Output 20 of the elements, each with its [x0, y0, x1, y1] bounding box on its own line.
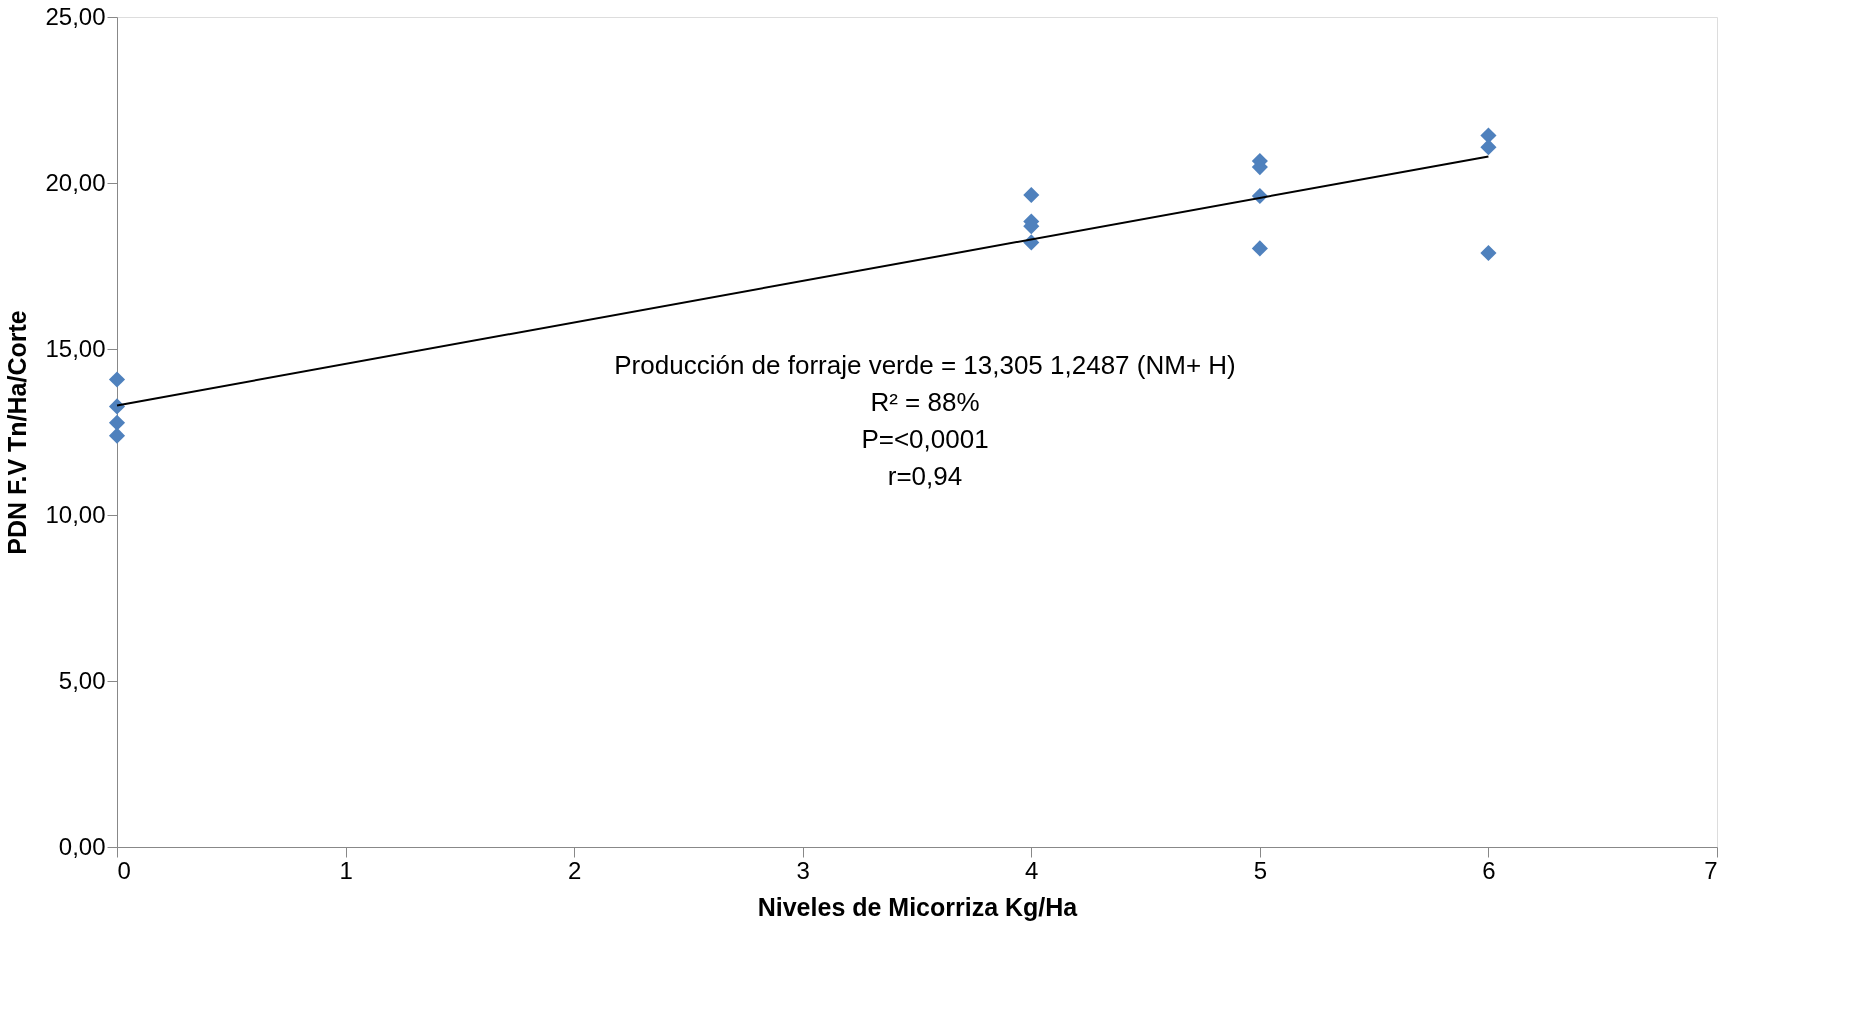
y-tick-label: 25,00	[45, 2, 106, 30]
annotation: R² = 88%	[870, 386, 980, 417]
y-axis-title: PDN F.V Tn/Ha/Corte	[3, 310, 32, 555]
annotation: Producción de forraje verde = 13,305 1,2487 (NM+ H)	[614, 349, 1236, 380]
x-tick-label: 7	[1704, 856, 1718, 884]
x-axis-title: Niveles de Micorriza Kg/Ha	[757, 892, 1079, 921]
y-tick-label: 15,00	[45, 334, 106, 362]
x-tick-label: 6	[1482, 856, 1496, 884]
y-tick-label: 5,00	[58, 666, 106, 694]
x-tick-label: 1	[339, 856, 353, 884]
y-tick-label: 0,00	[58, 832, 106, 860]
x-tick-label: 2	[567, 856, 582, 884]
x-tick-label: 5	[1253, 856, 1268, 884]
annotation: r=0,94	[887, 460, 963, 491]
x-tick-label: 0	[117, 856, 131, 884]
x-tick-label: 3	[796, 856, 810, 884]
annotation: P=<0,0001	[861, 423, 989, 454]
x-tick-label: 4	[1025, 856, 1039, 884]
y-tick-label: 20,00	[45, 168, 106, 196]
y-tick-label: 10,00	[45, 500, 106, 528]
